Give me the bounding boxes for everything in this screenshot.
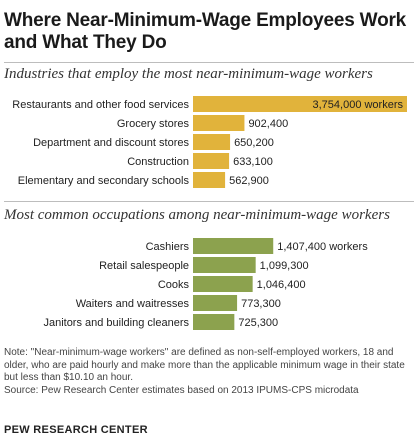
category-label: Waiters and waitresses — [76, 298, 190, 310]
industries-bar-chart: Restaurants and other food services 3,754… — [12, 96, 407, 188]
bar — [193, 238, 274, 254]
category-label: Cashiers — [146, 241, 190, 253]
industries-section-title: Industries that employ the most near-min… — [4, 66, 373, 82]
category-label: Construction — [127, 156, 189, 168]
divider — [4, 62, 414, 63]
chart-title: Where Near-Minimum-Wage Employees Work a… — [4, 10, 407, 53]
note-text: Note: "Near-minimum-wage workers" are de… — [4, 347, 405, 383]
bar — [193, 276, 253, 292]
bar — [193, 295, 238, 311]
value-label: 1,099,300 — [260, 260, 309, 272]
bar — [193, 257, 256, 273]
category-label: Elementary and secondary schools — [18, 175, 190, 187]
value-label: 1,046,400 — [257, 279, 306, 291]
bar — [193, 134, 231, 150]
value-label: 3,754,000 workers — [313, 99, 404, 111]
bar — [193, 314, 235, 330]
bar — [193, 172, 226, 188]
category-label: Restaurants and other food services — [12, 99, 189, 111]
category-label: Janitors and building cleaners — [43, 317, 189, 329]
value-label: 725,300 — [238, 317, 278, 329]
value-label: 1,407,400 workers — [277, 241, 368, 253]
bar — [193, 115, 245, 131]
source-text: Source: Pew Research Center estimates ba… — [4, 384, 359, 396]
category-label: Cooks — [158, 279, 190, 291]
category-label: Retail salespeople — [99, 260, 189, 272]
value-label: 650,200 — [234, 137, 274, 149]
occupations-bar-chart: Cashiers 1,407,400 workers Retail salespeo… — [43, 238, 368, 330]
pew-brand: PEW RESEARCH CENTER — [4, 424, 148, 436]
value-label: 562,900 — [229, 175, 269, 187]
bar — [193, 96, 407, 112]
value-label: 633,100 — [233, 156, 273, 168]
bar — [193, 153, 230, 169]
value-label: 773,300 — [241, 298, 281, 310]
category-label: Grocery stores — [117, 118, 190, 130]
divider — [4, 201, 414, 202]
category-label: Department and discount stores — [33, 137, 189, 149]
chart-notes: Note: "Near-minimum-wage workers" are de… — [4, 347, 416, 397]
occupations-section-title: Most common occupations among near-minim… — [4, 207, 390, 223]
value-label: 902,400 — [248, 118, 288, 130]
